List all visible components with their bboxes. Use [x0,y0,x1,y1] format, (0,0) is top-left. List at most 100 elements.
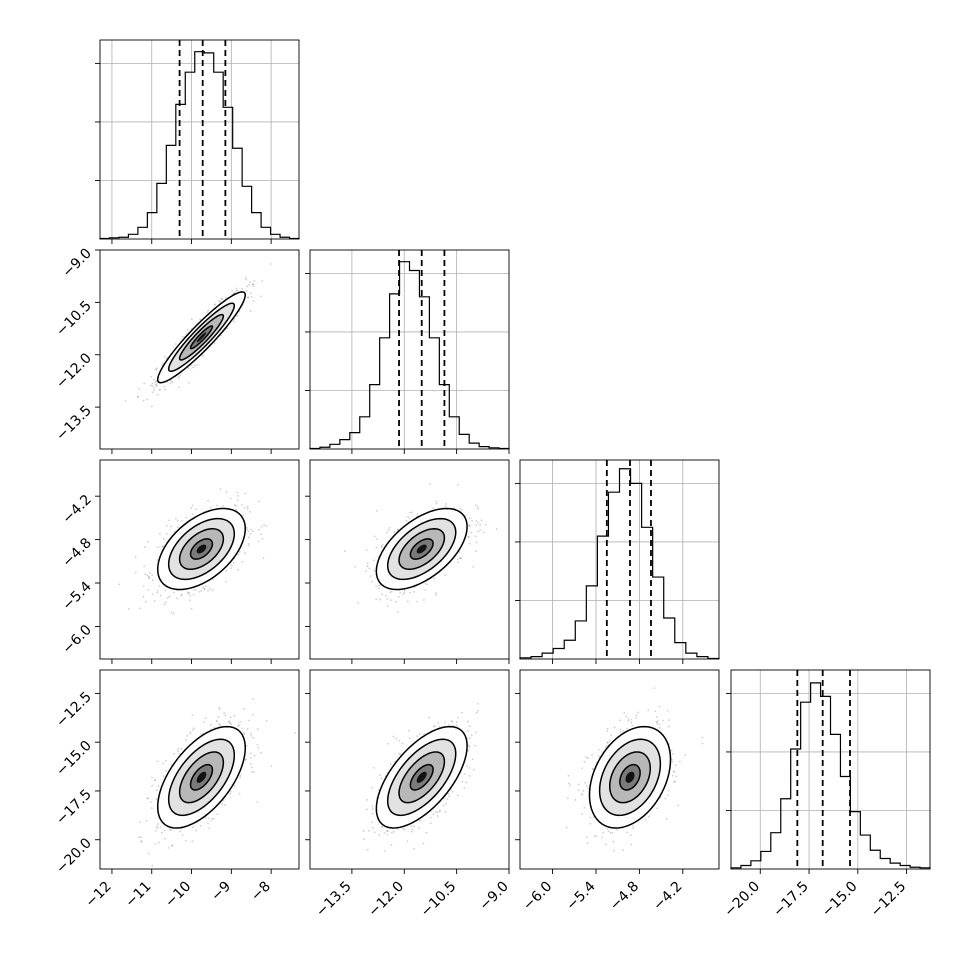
sample-point [185,738,187,741]
sample-point [165,769,167,772]
sample-point [142,585,145,588]
sample-point [261,537,264,540]
sample-point [186,328,189,331]
sample-point [468,725,471,728]
sample-point [256,728,259,731]
panel-frame [99,249,300,450]
sample-point [155,384,158,387]
sample-point [627,717,630,720]
y-tick-label: −12.0 [53,350,95,392]
contour-line [375,507,468,591]
sample-point [237,724,240,726]
sample-point [366,565,369,568]
sample-point [158,388,161,391]
sample-point [380,777,383,780]
sample-point [379,598,381,601]
sample-point [229,792,231,795]
sample-point [198,590,201,593]
sample-point [180,594,183,597]
sample-point [147,797,150,800]
sample-point [472,565,475,568]
sample-point [241,727,244,730]
sample-point [423,733,426,735]
sample-point [456,558,459,561]
gridlines [731,670,930,869]
sample-point [625,715,628,718]
sample-point [209,506,212,509]
sample-point [237,495,239,497]
sample-point [199,824,202,827]
panel-content [565,687,704,852]
sample-point [214,303,217,306]
sample-point [428,716,431,719]
sample-point [245,290,248,292]
sample-point [229,497,232,500]
sample-point [208,587,211,590]
sample-point [223,712,226,715]
sample-point [249,292,252,295]
sample-point [475,519,478,522]
sample-point [371,580,373,583]
sample-point [397,528,399,531]
sample-point [224,296,227,299]
sample-point [184,839,187,842]
sample-point [151,776,153,779]
sample-point [426,583,429,586]
sample-point [189,731,192,734]
sample-point [154,368,157,371]
contour-line [156,291,247,384]
sample-point [433,725,435,728]
density-peak [196,771,207,783]
sample-point [164,388,167,391]
panel-frame [519,459,720,660]
sample-point [474,744,477,747]
sample-point [213,817,215,820]
y-tick-label: −4.2 [59,492,94,527]
sample-point [149,801,152,804]
sample-point [163,829,166,832]
sample-point [480,519,483,522]
y-tick-label: −12.5 [53,689,95,731]
sample-point [140,841,142,844]
sample-point [163,355,166,358]
sample-point [218,707,221,709]
sample-point [247,296,250,299]
sample-point [140,836,142,838]
sample-point [138,388,141,390]
sample-point [261,280,264,282]
sample-point [203,588,206,591]
sample-point [151,864,154,867]
sample-point [397,828,400,830]
sample-point [250,528,252,531]
contour-line [409,538,434,560]
sample-point [442,804,445,807]
sample-point [344,550,346,552]
sample-point [181,834,184,836]
panel-background [310,250,509,449]
sample-point [380,545,383,548]
y-tick-label: −4.8 [59,535,94,570]
sample-point [418,733,421,735]
contour-line [178,313,225,361]
sample-point [390,831,393,834]
sample-point [257,500,260,503]
sample-point [468,524,471,527]
sample-point [229,716,232,719]
sample-point [484,523,487,526]
sample-point [156,591,159,594]
sample-point [177,377,180,380]
contour-line [178,751,225,804]
sample-point [465,781,467,784]
contour-line [167,738,236,817]
sample-point [251,283,254,286]
sample-point [233,785,236,788]
sample-point [471,758,474,761]
sample-point [180,593,183,596]
sample-point [470,734,473,736]
sample-point [193,364,196,367]
sample-point [156,385,158,388]
sample-point [153,386,156,389]
sample-point [221,298,224,300]
sample-point [249,281,252,283]
sample-point [468,745,471,748]
